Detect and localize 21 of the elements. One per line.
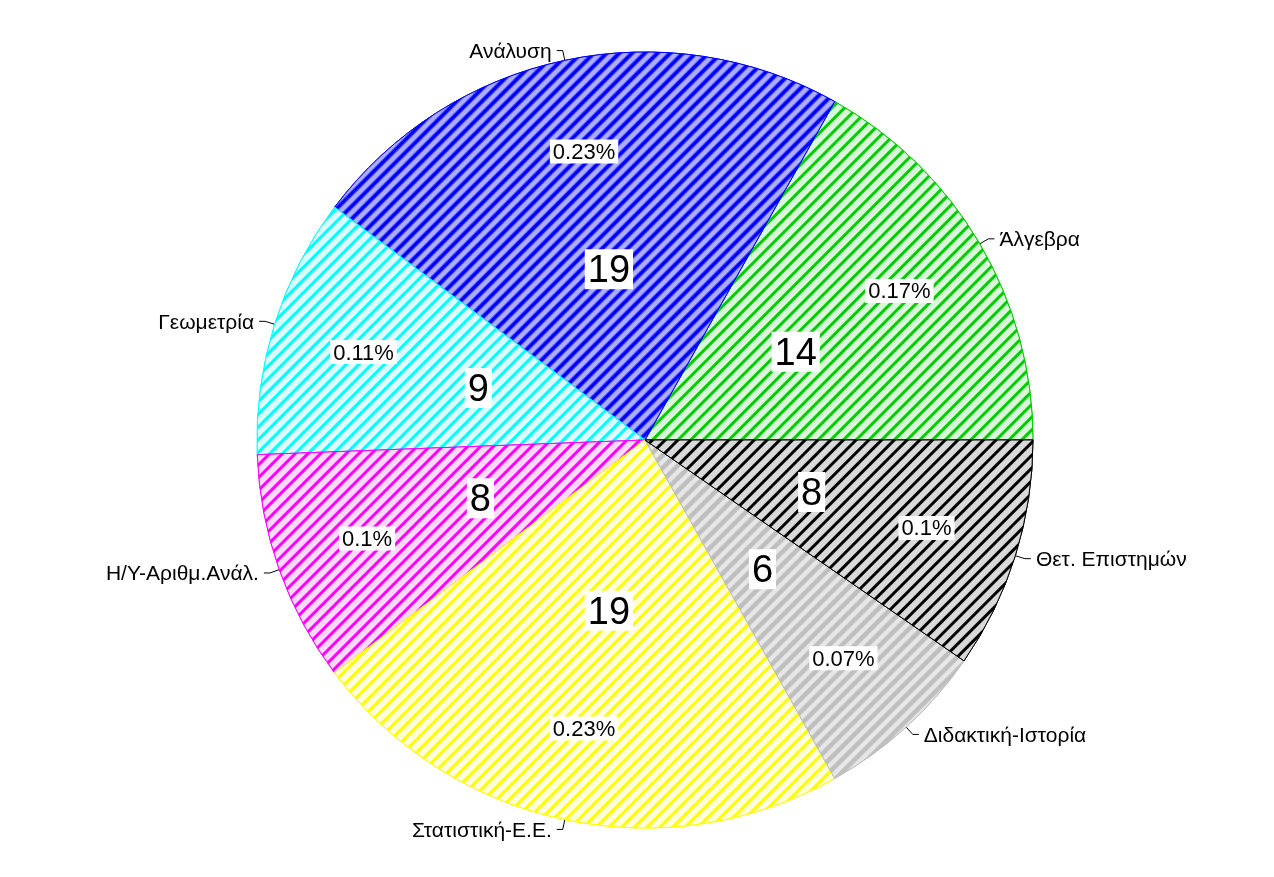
- slice-label: Στατιστική-Ε.Ε.: [411, 817, 552, 841]
- data-label: 8: [801, 471, 823, 514]
- slice-label: Άλγεβρα: [999, 227, 1080, 251]
- data-label: 8: [469, 477, 491, 520]
- slice-label: Θετ. Επιστημών: [1035, 547, 1187, 571]
- data-label: 9: [467, 366, 489, 409]
- text: 0.11%: [333, 339, 394, 365]
- text: 0.07%: [812, 645, 875, 671]
- data-label: 14: [774, 330, 817, 373]
- data-label: 19: [587, 248, 631, 291]
- data-label: 6: [751, 548, 774, 591]
- text: 0.17%: [868, 278, 931, 304]
- slice-label: Γεωμετρία: [158, 309, 255, 333]
- slice-label: Η/Υ-Αριθμ.Ανάλ.: [105, 561, 259, 585]
- text: 0.1%: [901, 515, 952, 541]
- slice-label: Ανάλυση: [469, 39, 552, 63]
- text: 0.23%: [552, 716, 616, 742]
- data-label: 19: [587, 589, 631, 632]
- slice-label: Διδακτική-Ιστορία: [923, 722, 1087, 746]
- text: 0.23%: [552, 138, 616, 164]
- text: 0.1%: [341, 526, 393, 552]
